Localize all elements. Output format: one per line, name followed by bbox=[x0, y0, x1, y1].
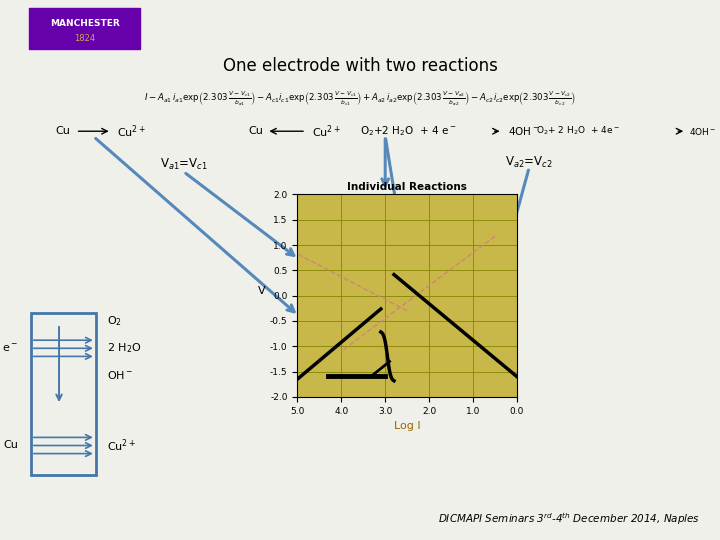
Text: 4OH$^-$: 4OH$^-$ bbox=[689, 126, 716, 137]
Text: 2 H$_2$O: 2 H$_2$O bbox=[107, 341, 141, 355]
Text: O$_2$: O$_2$ bbox=[107, 314, 122, 328]
Text: Cu$^{2+}$: Cu$^{2+}$ bbox=[312, 123, 341, 139]
Text: One electrode with two reactions: One electrode with two reactions bbox=[222, 57, 498, 75]
Text: 4OH$^-$: 4OH$^-$ bbox=[508, 125, 539, 137]
Text: $I - A_{a1}\,i_{a1}\exp\!\left(2.303\,\frac{V-V_{c1}}{b_{a1}}\right) - A_{c1}i_{: $I - A_{a1}\,i_{a1}\exp\!\left(2.303\,\f… bbox=[144, 89, 576, 107]
Text: V$_{a2}$=V$_{c2}$: V$_{a2}$=V$_{c2}$ bbox=[505, 154, 553, 170]
Bar bbox=[29, 8, 140, 49]
X-axis label: Log I: Log I bbox=[394, 421, 420, 431]
Bar bbox=[31, 313, 96, 475]
Text: V$_{a1}$=V$_{c1}$: V$_{a1}$=V$_{c1}$ bbox=[160, 157, 207, 172]
Text: Cu: Cu bbox=[55, 126, 71, 136]
Text: O$_2$+2 H$_2$O  + 4 e$^-$: O$_2$+2 H$_2$O + 4 e$^-$ bbox=[360, 124, 456, 138]
Text: Cu$^{2+}$: Cu$^{2+}$ bbox=[107, 437, 135, 454]
Text: MANCHESTER: MANCHESTER bbox=[50, 19, 120, 28]
Text: Cu: Cu bbox=[3, 441, 18, 450]
Title: Individual Reactions: Individual Reactions bbox=[347, 182, 467, 192]
Text: Cu$^{2+}$: Cu$^{2+}$ bbox=[117, 123, 146, 139]
Text: Cu: Cu bbox=[248, 126, 264, 136]
Text: OH$^-$: OH$^-$ bbox=[107, 369, 133, 381]
Y-axis label: V: V bbox=[258, 286, 266, 295]
Text: O$_2$+ 2 H$_2$O  + 4e$^-$: O$_2$+ 2 H$_2$O + 4e$^-$ bbox=[536, 125, 621, 138]
Text: DICMAPI Seminars 3$^{rd}$-4$^{th}$ December 2014, Naples: DICMAPI Seminars 3$^{rd}$-4$^{th}$ Decem… bbox=[438, 511, 700, 528]
Text: e$^-$: e$^-$ bbox=[2, 343, 18, 354]
Text: 1824: 1824 bbox=[74, 35, 96, 43]
